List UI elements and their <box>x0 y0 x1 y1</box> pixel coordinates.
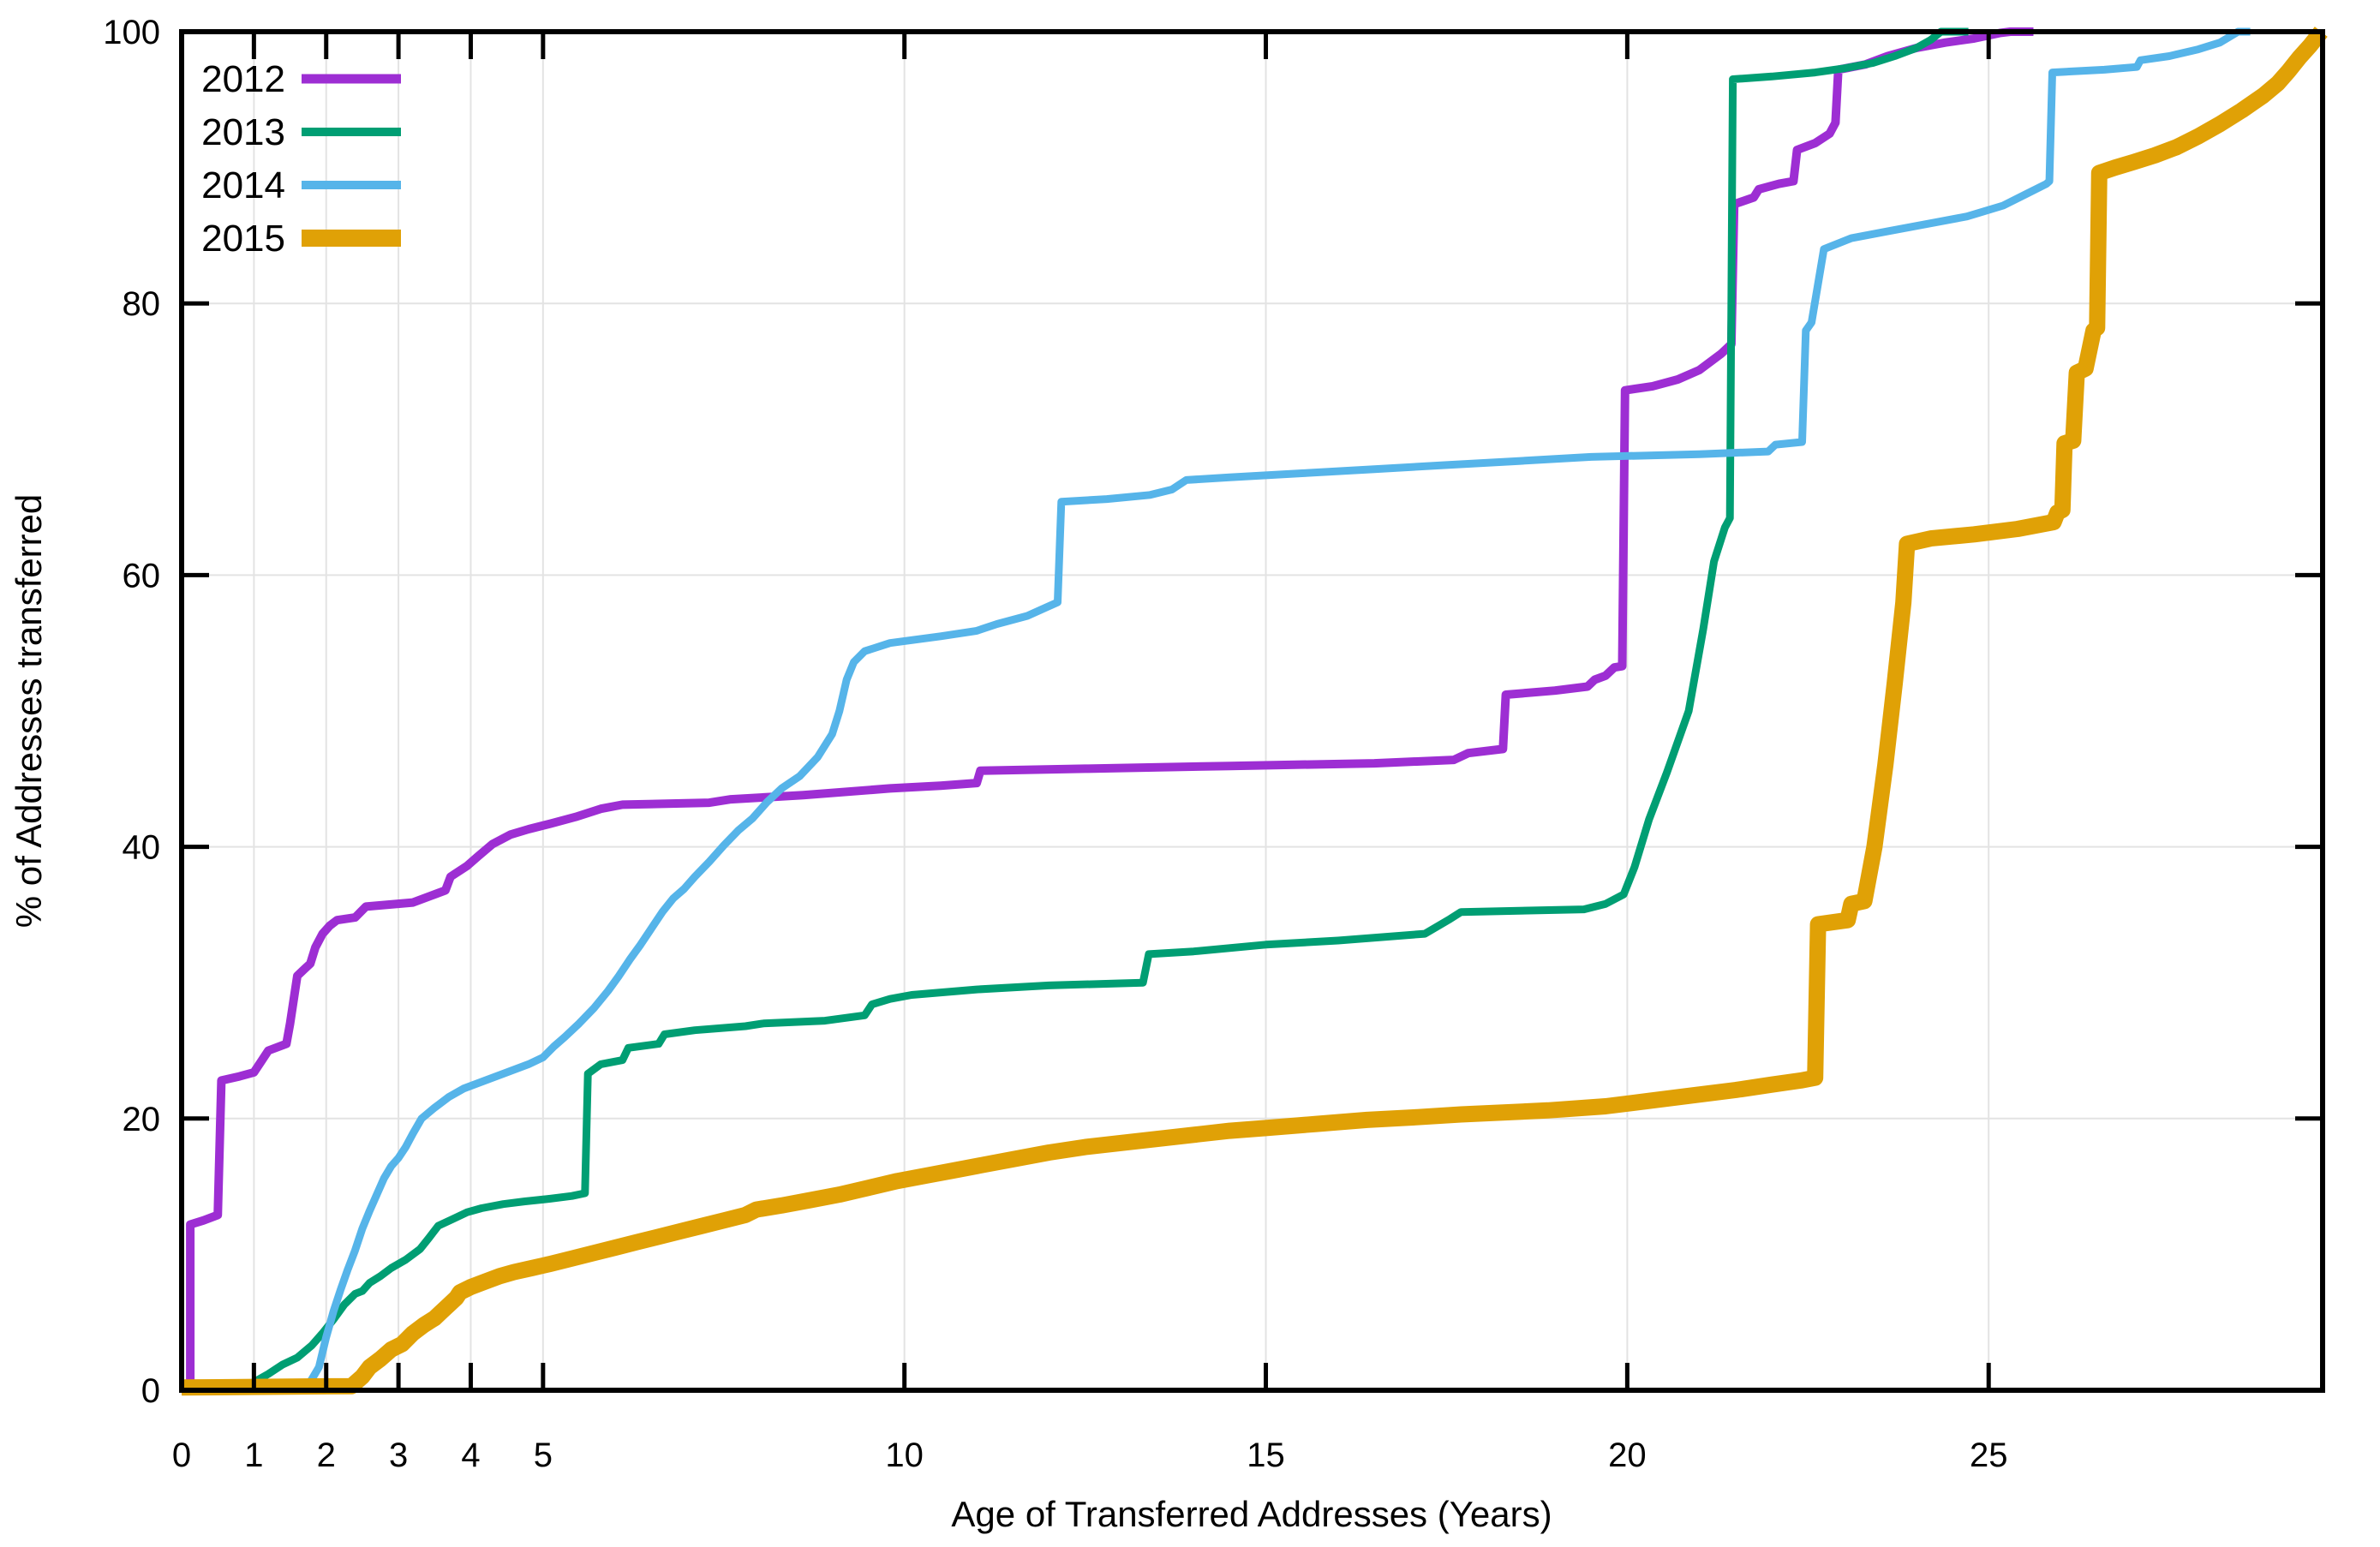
y-tick-label: 80 <box>123 285 161 323</box>
x-tick-label: 25 <box>1970 1436 2008 1474</box>
y-tick-label: 40 <box>123 829 161 867</box>
x-tick-label: 10 <box>885 1436 924 1474</box>
legend-label-2014: 2014 <box>201 164 285 206</box>
x-tick-label: 0 <box>172 1436 191 1474</box>
y-tick-label: 100 <box>103 14 160 51</box>
y-tick-label: 60 <box>123 557 161 594</box>
x-tick-label: 15 <box>1247 1436 1285 1474</box>
axes <box>179 29 2325 1393</box>
legend-label-2013: 2013 <box>201 111 285 153</box>
x-axis-title: Age of Transferred Addresses (Years) <box>951 1494 1552 1534</box>
tick-marks <box>179 29 2323 1393</box>
x-tick-label: 4 <box>461 1436 480 1474</box>
series-line-2012 <box>182 27 2034 1395</box>
gridlines <box>182 32 2323 1390</box>
x-tick-label: 20 <box>1608 1436 1647 1474</box>
legend-label-2012: 2012 <box>201 58 285 100</box>
series-line-2013 <box>181 27 1969 1395</box>
series-line-2015 <box>181 27 2328 1396</box>
legend: 2012 2013 2014 2015 <box>201 58 401 260</box>
y-tick-label: 20 <box>123 1101 161 1138</box>
y-tick-label: 0 <box>141 1372 160 1410</box>
x-tick-label: 1 <box>244 1436 263 1474</box>
y-axis-title: % of Addresses transferred <box>9 494 49 929</box>
x-tick-label: 3 <box>389 1436 408 1474</box>
x-tick-label: 2 <box>317 1436 336 1474</box>
series-lines <box>181 27 2328 1396</box>
legend-label-2015: 2015 <box>201 218 285 260</box>
tick-labels: 0 1 2 3 4 5 10 15 20 25 0 20 40 60 80 100 <box>103 14 2007 1474</box>
series-line-2014 <box>182 27 2251 1395</box>
x-tick-label: 5 <box>534 1436 553 1474</box>
